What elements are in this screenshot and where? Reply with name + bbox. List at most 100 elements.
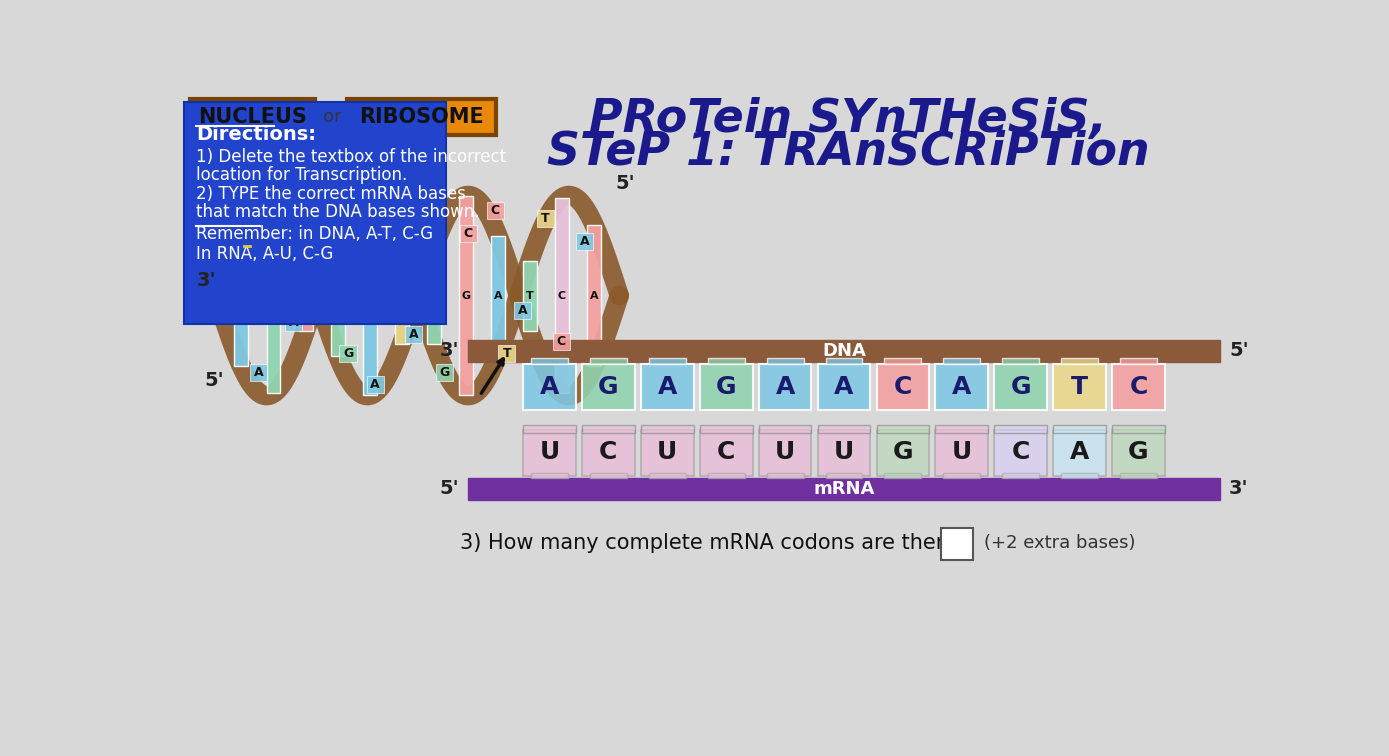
Text: 5': 5' [1229, 342, 1249, 361]
Bar [331, 236, 344, 355]
Bar [876, 430, 929, 476]
Text: or: or [324, 108, 342, 126]
Text: G: G [1010, 375, 1031, 399]
Bar [553, 333, 569, 350]
Text: A: A [254, 366, 264, 379]
Text: T: T [269, 290, 278, 301]
Bar [640, 425, 693, 432]
Bar [700, 430, 753, 476]
Text: C: C [558, 290, 567, 301]
Bar [767, 473, 804, 478]
Text: STeP 1: TRAnSCRiPTion: STeP 1: TRAnSCRiPTion [546, 130, 1149, 175]
Bar [267, 198, 281, 393]
Bar [876, 425, 929, 432]
Bar [468, 478, 1220, 500]
Bar [700, 425, 753, 432]
Bar [363, 196, 376, 395]
Text: G: G [715, 375, 736, 399]
Bar [458, 196, 472, 395]
Bar [1113, 364, 1165, 411]
Text: C: C [557, 335, 565, 349]
Bar [758, 430, 811, 476]
Bar [499, 345, 515, 362]
Bar [468, 340, 1220, 362]
Bar [708, 358, 745, 364]
Bar [1053, 430, 1106, 476]
Bar [556, 198, 569, 393]
Bar [1003, 358, 1039, 364]
Bar [1113, 425, 1165, 432]
Bar [339, 345, 357, 362]
Bar [649, 473, 686, 478]
Text: DNA: DNA [822, 342, 865, 360]
Text: T: T [503, 347, 511, 360]
Bar [1120, 473, 1157, 478]
Text: T: T [397, 290, 406, 301]
Bar [700, 364, 753, 411]
Bar [524, 364, 576, 411]
Text: 3) How many complete mRNA codons are there?: 3) How many complete mRNA codons are the… [460, 534, 968, 553]
Text: C: C [1129, 375, 1147, 399]
Bar [524, 425, 576, 432]
Bar [935, 425, 988, 432]
Bar [1053, 425, 1106, 432]
Bar [818, 430, 871, 476]
Bar [767, 358, 804, 364]
Bar [708, 473, 745, 478]
Text: A: A [775, 375, 795, 399]
Text: C: C [464, 228, 472, 240]
Bar [339, 194, 357, 212]
Bar [524, 430, 576, 476]
Bar [876, 364, 929, 411]
Bar [486, 203, 504, 219]
Text: C: C [717, 440, 735, 464]
FancyBboxPatch shape [183, 101, 446, 324]
Bar [524, 261, 538, 330]
Text: T: T [228, 174, 236, 187]
Bar [538, 210, 554, 227]
Bar [582, 430, 635, 476]
Bar [378, 241, 396, 258]
Text: A: A [410, 327, 418, 340]
Text: G: G [343, 347, 353, 360]
Bar [825, 358, 863, 364]
Bar [590, 473, 626, 478]
Bar [818, 425, 871, 432]
Bar [640, 364, 693, 411]
Bar [426, 247, 440, 343]
Bar [1113, 430, 1165, 476]
Text: A: A [579, 235, 589, 248]
Text: C: C [599, 440, 618, 464]
FancyBboxPatch shape [190, 99, 315, 135]
Bar [285, 314, 303, 331]
Bar [582, 425, 635, 432]
Text: A: A [590, 290, 599, 301]
Bar [514, 302, 531, 319]
Text: RIBOSOME: RIBOSOME [360, 107, 483, 127]
Bar [640, 430, 693, 476]
Bar [1061, 358, 1099, 364]
Text: 2) TYPE the correct mRNA bases: 2) TYPE the correct mRNA bases [196, 184, 465, 203]
Text: 1) Delete the textbox of the incorrect: 1) Delete the textbox of the incorrect [196, 147, 506, 166]
Text: A: A [429, 290, 438, 301]
Text: 3': 3' [1229, 479, 1249, 498]
Text: C: C [490, 204, 500, 217]
Bar [531, 358, 568, 364]
Bar [935, 364, 988, 411]
Text: A: A [301, 290, 310, 301]
Text: G: G [461, 290, 471, 301]
Text: C: C [289, 235, 299, 248]
Bar [224, 172, 240, 188]
Text: A: A [657, 375, 676, 399]
Text: C: C [893, 375, 913, 399]
Text: U: U [539, 440, 560, 464]
Text: A: A [493, 290, 503, 301]
Bar [649, 358, 686, 364]
Bar [943, 358, 981, 364]
Text: C: C [1011, 440, 1029, 464]
Bar [436, 364, 453, 381]
Bar [885, 473, 921, 478]
Text: 3': 3' [197, 271, 217, 290]
Text: 5': 5' [204, 370, 224, 390]
Text: C: C [365, 290, 374, 301]
